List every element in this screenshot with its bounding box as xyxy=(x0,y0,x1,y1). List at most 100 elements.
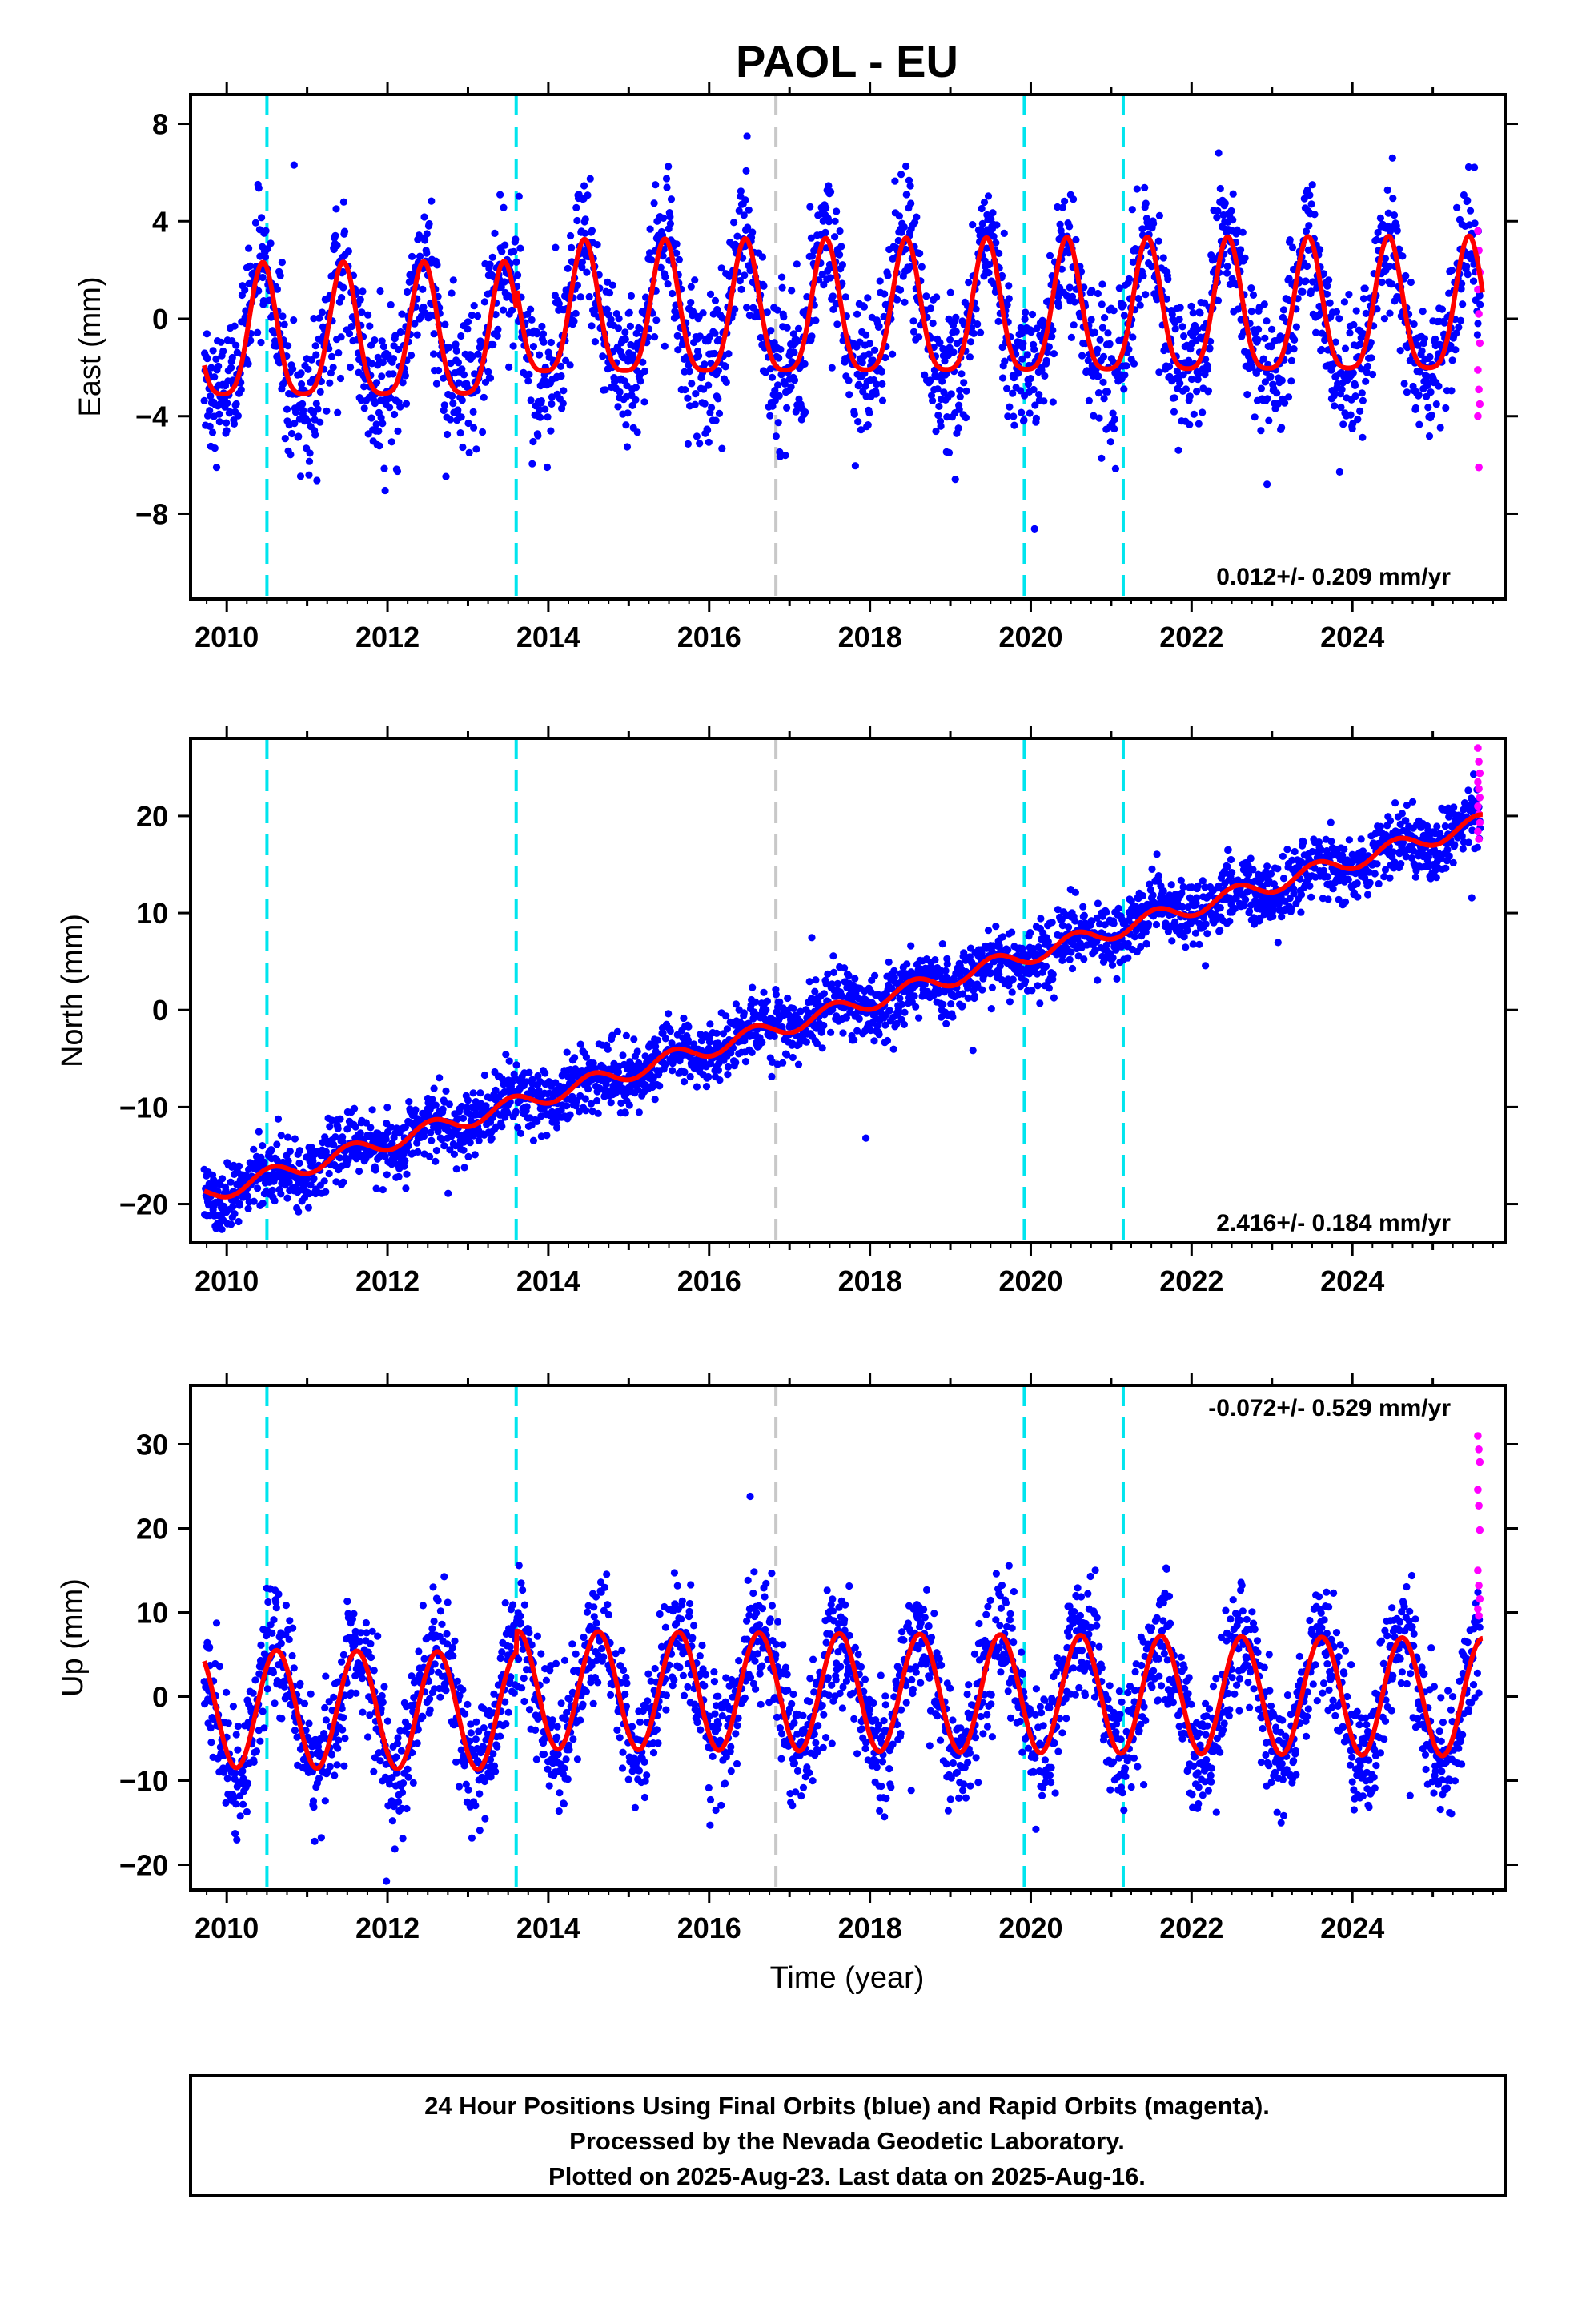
final-orbit-point xyxy=(231,1210,239,1218)
final-orbit-point xyxy=(512,258,520,266)
model-fit-line xyxy=(202,233,1485,397)
final-orbit-point xyxy=(630,1035,638,1043)
final-orbit-point xyxy=(1071,917,1079,925)
final-orbit-point xyxy=(721,363,729,371)
final-orbit-point xyxy=(212,464,221,472)
final-orbit-point xyxy=(454,359,463,367)
final-orbit-point xyxy=(1121,371,1129,379)
final-orbit-point xyxy=(936,339,944,347)
final-orbit-point xyxy=(741,1058,750,1066)
final-orbit-point xyxy=(1471,163,1479,171)
final-orbit-point xyxy=(1221,199,1229,207)
final-orbit-point xyxy=(1233,226,1241,234)
final-orbit-point xyxy=(704,426,712,434)
final-orbit-point xyxy=(1155,211,1163,219)
final-orbit-point xyxy=(1331,402,1339,410)
final-orbit-point xyxy=(1003,384,1011,392)
final-orbit-point xyxy=(334,408,342,416)
final-orbit-point xyxy=(335,349,343,357)
final-orbit-point xyxy=(335,1154,343,1162)
final-orbit-point xyxy=(1290,265,1298,274)
final-orbit-point xyxy=(1261,334,1269,342)
final-orbit-point xyxy=(1164,275,1172,283)
final-orbit-point xyxy=(376,287,384,296)
final-orbit-point xyxy=(833,979,841,987)
final-orbit-point xyxy=(1463,263,1471,271)
final-orbit-point xyxy=(420,213,428,221)
final-orbit-point xyxy=(1424,404,1432,412)
final-orbit-point xyxy=(1231,904,1239,913)
final-orbit-point xyxy=(1229,190,1237,198)
final-orbit-point xyxy=(1265,416,1273,424)
final-orbit-point xyxy=(372,1184,380,1192)
final-orbit-point xyxy=(1390,211,1399,219)
x-tick-label: 2024 xyxy=(1320,621,1384,653)
final-orbit-point xyxy=(1204,387,1212,395)
final-orbit-point xyxy=(1094,899,1102,907)
final-orbit-point xyxy=(634,1086,642,1094)
final-orbit-point xyxy=(674,346,682,354)
final-orbit-point xyxy=(1227,207,1235,215)
final-orbit-point xyxy=(1381,255,1390,263)
final-orbit-point xyxy=(428,1136,436,1144)
final-orbit-point xyxy=(621,1109,629,1117)
final-orbit-point xyxy=(820,1021,828,1030)
final-orbit-point xyxy=(962,387,970,395)
final-orbit-point xyxy=(368,1106,376,1114)
final-orbit-point xyxy=(339,1178,347,1186)
final-orbit-point xyxy=(313,476,321,485)
final-orbit-point xyxy=(789,330,798,338)
final-orbit-point xyxy=(310,1175,318,1183)
final-orbit-point xyxy=(614,403,622,411)
final-orbit-point xyxy=(1000,229,1008,237)
final-orbit-point xyxy=(812,316,820,324)
final-orbit-point xyxy=(423,230,431,238)
final-orbit-point xyxy=(1348,424,1356,433)
final-orbit-point xyxy=(980,198,989,207)
final-orbit-point xyxy=(945,448,954,457)
final-orbit-point xyxy=(434,1128,442,1136)
final-orbit-point xyxy=(568,243,576,251)
final-orbit-point xyxy=(464,1096,472,1104)
final-orbit-point xyxy=(207,392,215,400)
final-orbit-point xyxy=(432,380,441,388)
final-orbit-point xyxy=(359,287,367,296)
final-orbit-point xyxy=(498,1123,506,1131)
final-orbit-point xyxy=(1187,375,1196,384)
final-orbit-point xyxy=(831,233,839,241)
final-orbit-point xyxy=(954,424,962,432)
final-orbit-point xyxy=(1171,918,1179,926)
final-orbit-point xyxy=(211,444,219,452)
final-orbit-point xyxy=(382,1135,390,1144)
final-orbit-point xyxy=(1018,355,1026,363)
final-orbit-point xyxy=(466,1139,474,1147)
final-orbit-point xyxy=(714,395,722,403)
final-orbit-point xyxy=(1019,340,1027,348)
final-orbit-point xyxy=(1419,308,1427,316)
final-orbit-point xyxy=(488,1134,496,1143)
final-orbit-point xyxy=(1170,408,1178,416)
final-orbit-point xyxy=(1340,298,1348,306)
final-orbit-point xyxy=(307,356,315,364)
final-orbit-point xyxy=(1335,468,1343,476)
final-orbit-point xyxy=(1094,372,1102,380)
final-orbit-point xyxy=(958,370,966,378)
final-orbit-point xyxy=(710,349,719,358)
final-orbit-point xyxy=(1385,262,1393,271)
final-orbit-point xyxy=(1096,336,1104,344)
final-orbit-point xyxy=(1263,317,1271,325)
final-orbit-point xyxy=(1239,228,1247,236)
final-orbit-point xyxy=(1042,963,1050,971)
final-orbit-point xyxy=(836,227,844,235)
final-orbit-point xyxy=(885,1007,893,1015)
final-orbit-point xyxy=(356,1129,364,1137)
final-orbit-point xyxy=(380,464,388,472)
final-orbit-point xyxy=(254,1184,262,1192)
final-orbit-point xyxy=(910,992,918,1000)
final-orbit-point xyxy=(730,219,738,227)
rapid-orbit-point xyxy=(1474,227,1482,235)
final-orbit-point xyxy=(295,1147,303,1155)
final-orbit-point xyxy=(1281,399,1289,407)
final-orbit-point xyxy=(1259,355,1267,363)
